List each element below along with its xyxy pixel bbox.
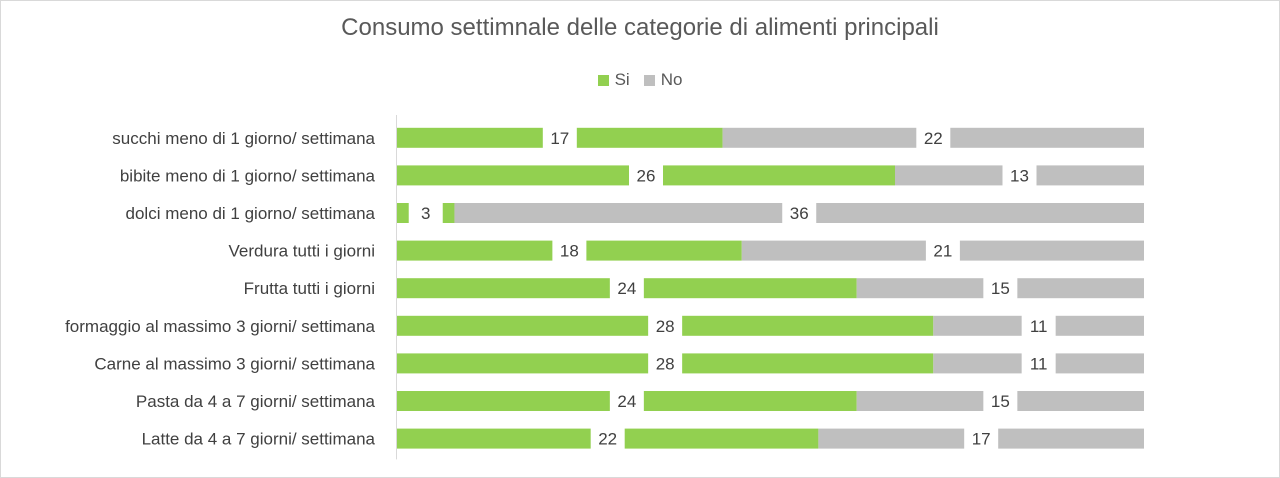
category-label: Pasta da 4 a 7 giorni/ settimana <box>136 392 376 411</box>
data-label-no: 15 <box>991 279 1010 298</box>
data-label-si: 24 <box>617 279 636 298</box>
data-label-bg <box>925 239 960 262</box>
category-label: dolci meno di 1 giorno/ settimana <box>126 204 376 223</box>
category-label: succhi meno di 1 giorno/ settimana <box>112 129 375 148</box>
data-label-bg <box>1021 314 1056 337</box>
data-label-bg <box>609 277 644 300</box>
data-label-bg <box>1021 352 1056 375</box>
category-label: Frutta tutti i giorni <box>244 279 375 298</box>
legend-label-no: No <box>660 70 683 89</box>
legend-swatch-no <box>643 74 655 86</box>
data-label-bg <box>609 390 644 412</box>
data-label-no: 22 <box>924 129 943 148</box>
data-label-si: 28 <box>656 354 675 373</box>
data-label-si: 28 <box>656 317 675 336</box>
category-label: Latte da 4 a 7 giorni/ settimana <box>142 430 376 449</box>
data-label-bg <box>648 314 683 337</box>
data-label-no: 17 <box>972 430 991 449</box>
data-label-bg <box>408 202 443 224</box>
category-label: formaggio al massimo 3 giorni/ settimana <box>65 317 375 336</box>
legend-label-si: Si <box>614 70 630 89</box>
data-label-si: 18 <box>560 242 579 261</box>
data-label-bg <box>590 427 625 450</box>
data-label-bg <box>648 352 683 375</box>
data-label-si: 22 <box>598 430 617 449</box>
legend-entry-si: Si <box>597 70 630 90</box>
category-label: Carne al massimo 3 giorni/ settimana <box>94 354 375 373</box>
data-label-bg <box>916 126 951 149</box>
legend: Si No <box>0 70 1280 90</box>
category-label: bibite meno di 1 giorno/ settimana <box>120 166 376 185</box>
data-label-bg <box>552 239 587 262</box>
data-label-si: 26 <box>637 166 656 185</box>
data-label-si: 3 <box>421 204 430 223</box>
data-label-no: 11 <box>1030 354 1048 373</box>
data-label-no: 15 <box>991 392 1010 411</box>
data-label-bg <box>1002 164 1037 187</box>
data-label-no: 36 <box>790 204 809 223</box>
data-label-no: 13 <box>1010 166 1029 185</box>
category-label: Verdura tutti i giorni <box>229 242 375 261</box>
data-label-bg <box>782 202 817 224</box>
legend-swatch-si <box>597 74 609 86</box>
data-label-bg <box>629 164 663 187</box>
data-label-bg <box>964 427 999 450</box>
data-label-bg <box>542 126 577 149</box>
data-label-bg <box>983 277 1018 300</box>
data-label-no: 11 <box>1030 317 1048 336</box>
data-label-no: 21 <box>933 242 952 261</box>
data-label-bg <box>983 390 1018 412</box>
legend-entry-no: No <box>643 70 683 90</box>
chart-title: Consumo settimnale delle categorie di al… <box>341 14 939 41</box>
data-label-si: 17 <box>550 129 569 148</box>
data-label-si: 24 <box>617 392 636 411</box>
